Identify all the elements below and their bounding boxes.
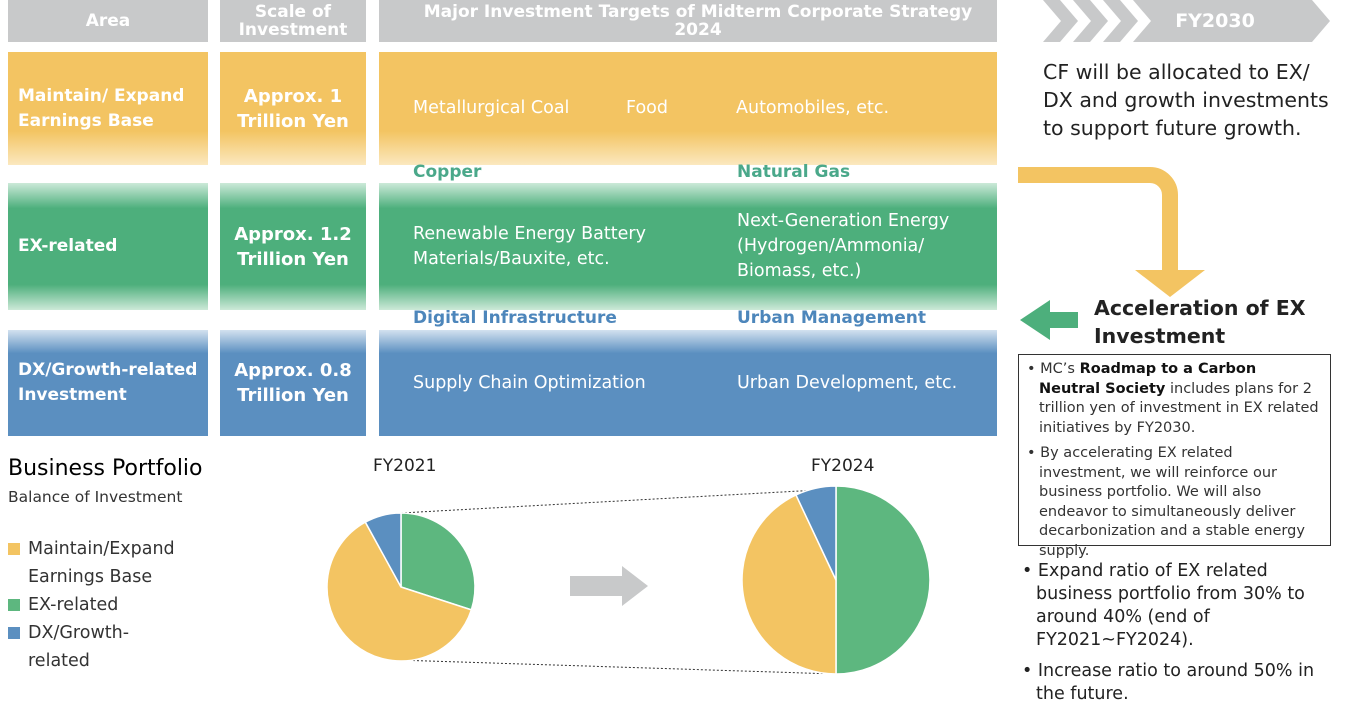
target-item: Food (626, 98, 668, 118)
bullet-text: Increase ratio to around 50% in the futu… (1036, 661, 1315, 704)
area-label: DX/Growth-related Investment (18, 360, 198, 405)
legend-swatch (8, 543, 20, 555)
portfolio-title: Business Portfolio (8, 456, 203, 481)
header-scale: Scale of Investment (220, 0, 366, 42)
pie-label: FY2024 (811, 456, 874, 476)
box-text: includes plans for 2 trillion yen of inv… (1039, 380, 1319, 436)
info-box: • MC’s Roadmap to a Carbon Neutral Socie… (1018, 354, 1331, 559)
bullet: • Expand ratio of EX related business po… (1022, 561, 1305, 650)
header-fy: FY2030 (1175, 10, 1255, 32)
bridge-label: Natural Gas (737, 162, 851, 182)
row-bg (220, 52, 366, 165)
row-bg (379, 183, 997, 310)
page: Area Scale of Investment Major Investmen… (8, 0, 1331, 704)
bridge-label: Urban Management (737, 308, 926, 328)
target-item: Next-Generation Energy (Hydrogen/Ammonia… (737, 211, 950, 281)
box-bullet: • By accelerating EX related investment,… (1027, 445, 1305, 559)
legend-label: DX/Growth-related (28, 623, 130, 671)
area-label: Maintain/ Expand Earnings Base (18, 85, 185, 131)
target-item: Automobiles, etc. (736, 98, 890, 118)
cf-text: CF will be allocated to EX/ DX and growt… (1043, 60, 1329, 140)
scale-label: Approx. 1.2 Trillion Yen (234, 223, 352, 270)
scale-label: Approx. 0.8 Trillion Yen (234, 360, 352, 406)
row-bg (8, 183, 208, 310)
box-text: By accelerating EX related investment, w… (1039, 445, 1305, 559)
target-item: Metallurgical Coal (413, 98, 570, 118)
area-label: EX-related (18, 236, 118, 256)
box-bullet: • MC’s Roadmap to a Carbon Neutral Socie… (1027, 361, 1319, 436)
pies: FY2021 FY2024 (326, 456, 931, 674)
bullets: • Expand ratio of EX related business po… (1022, 560, 1337, 714)
pie-label: FY2021 (373, 456, 436, 476)
legend-item: DX/Growth-related (8, 619, 208, 675)
pie-slice (364, 512, 402, 588)
row-bg (8, 330, 208, 436)
bridge-label: Digital Infrastructure (413, 308, 617, 328)
legend: Maintain/Expand Earnings Base EX-related D… (8, 535, 208, 675)
target-item: Renewable Energy Battery Materials/Bauxi… (413, 223, 646, 269)
pie-slice (835, 485, 931, 674)
box-text: MC’s (1040, 361, 1080, 377)
bullet: • Increase ratio to around 50% in the fu… (1022, 661, 1315, 704)
legend-item: EX-related (8, 591, 208, 619)
target-item: Urban Development, etc. (737, 372, 958, 393)
pie-slice (400, 512, 476, 611)
target-item: Supply Chain Optimization (413, 372, 646, 393)
row-bg (379, 330, 997, 436)
legend-label: EX-related (28, 595, 119, 615)
legend-swatch (8, 627, 20, 639)
row-bg (220, 183, 366, 310)
pie-slice (794, 485, 837, 581)
chevrons (1043, 0, 1330, 42)
arrows (1018, 167, 1205, 340)
pie-slice (741, 493, 837, 674)
bullet-text: Expand ratio of EX related business port… (1036, 561, 1305, 650)
accel-title: Acceleration of EX Investment (1094, 296, 1306, 348)
bridge-label: Copper (413, 162, 482, 182)
row-bg (379, 52, 997, 165)
row-bg (220, 330, 366, 436)
legend-item: Maintain/Expand Earnings Base (8, 535, 208, 591)
row-bg (8, 52, 208, 165)
legend-swatch (8, 599, 20, 611)
header-targets: Major Investment Targets of Midterm Corp… (379, 0, 997, 42)
header-area: Area (8, 0, 208, 42)
portfolio-subtitle: Balance of Investment (8, 488, 183, 506)
box-text: Roadmap to a Carbon Neutral Society (1039, 361, 1257, 397)
legend-label: Maintain/Expand Earnings Base (28, 539, 175, 587)
scale-label: Approx. 1 Trillion Yen (237, 85, 349, 132)
pie-slice (326, 521, 473, 662)
